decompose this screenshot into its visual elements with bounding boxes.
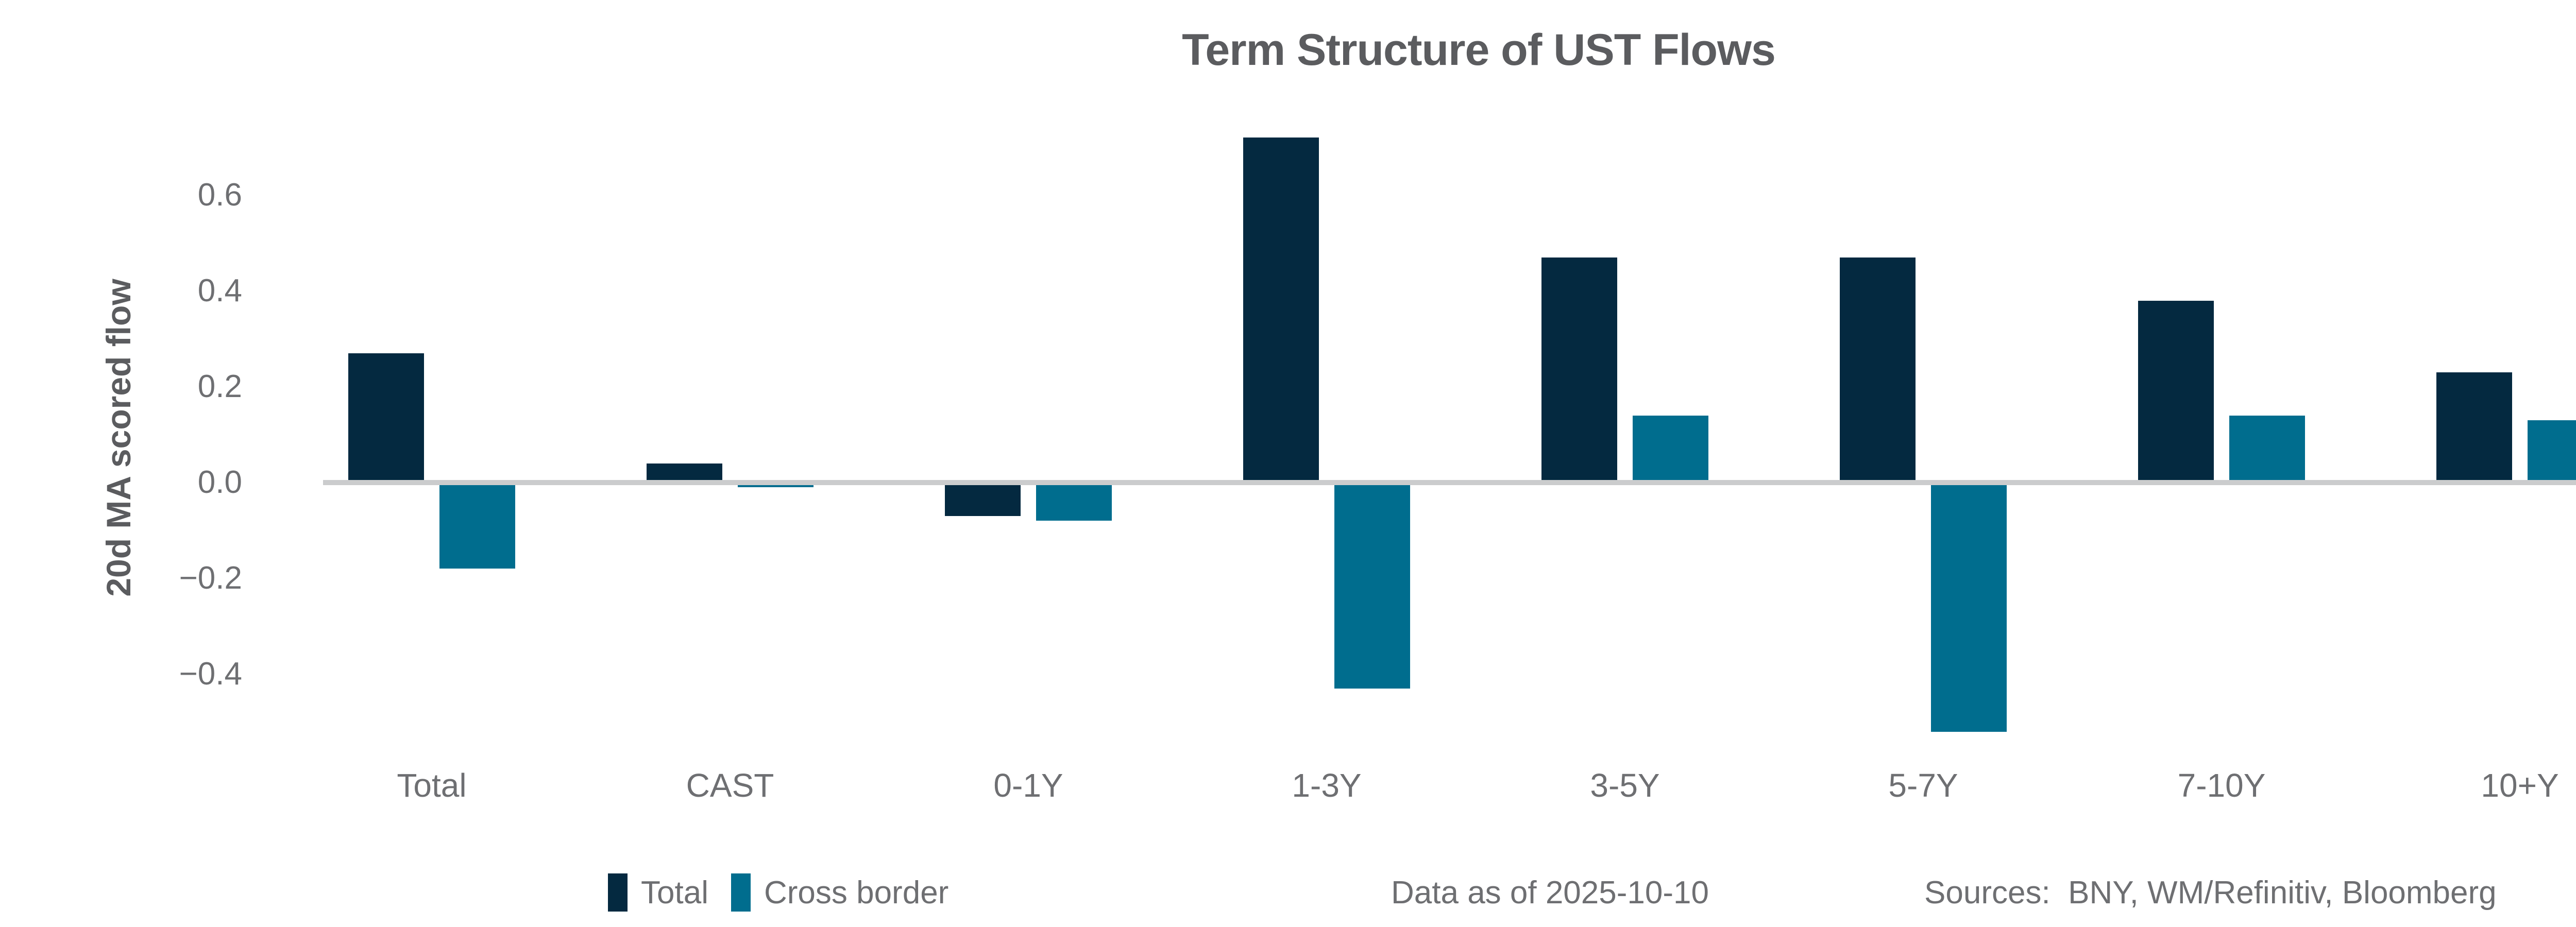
x-category-label: 0-1Y xyxy=(993,767,1063,804)
y-tick-label: 0.6 xyxy=(197,177,242,213)
x-category-label: 10+Y xyxy=(2481,767,2559,804)
data-as-of-note: Data as of 2025-10-10 xyxy=(1391,869,1709,916)
legend-item: Total xyxy=(608,873,708,912)
bar-cross-border xyxy=(1931,483,2007,732)
y-tick-label: 0.0 xyxy=(197,465,242,500)
bar-total xyxy=(2436,372,2512,483)
y-tick-label: 0.4 xyxy=(197,273,242,308)
bar-cross-border xyxy=(1334,483,1410,689)
bar-cross-border xyxy=(2528,420,2576,483)
x-category-label: 7-10Y xyxy=(2177,767,2266,804)
legend-label: Cross border xyxy=(764,874,949,911)
bar-total xyxy=(1243,138,1319,483)
data-as-of-text: Data as of 2025-10-10 xyxy=(1391,874,1709,911)
bar-total xyxy=(2138,300,2214,483)
bar-total xyxy=(1840,257,1916,483)
sources-text: Sources: BNY, WM/Refinitiv, Bloomberg xyxy=(1924,874,2497,911)
zero-gridline xyxy=(323,480,2576,485)
x-category-label: Total xyxy=(397,767,467,804)
legend-item: Cross border xyxy=(731,873,948,912)
legend-swatch xyxy=(731,873,751,912)
bar-cross-border xyxy=(439,483,515,569)
chart-title: Term Structure of UST Flows xyxy=(1182,25,1776,75)
bar-total xyxy=(647,463,722,483)
y-tick-label: −0.2 xyxy=(179,560,242,596)
bar-cross-border xyxy=(1036,483,1112,521)
x-category-label: 1-3Y xyxy=(1292,767,1362,804)
bar-cross-border xyxy=(2229,415,2305,483)
bar-cross-border xyxy=(1633,415,1708,483)
bar-total xyxy=(945,483,1021,517)
x-category-label: 5-7Y xyxy=(1888,767,1958,804)
sources-note: Sources: BNY, WM/Refinitiv, Bloomberg xyxy=(1924,869,2497,916)
x-category-label: CAST xyxy=(686,767,774,804)
y-tick-label: −0.4 xyxy=(179,656,242,692)
x-category-label: 3-5Y xyxy=(1590,767,1660,804)
legend-swatch xyxy=(608,873,628,912)
legend: Total Cross border xyxy=(608,869,948,916)
bar-total xyxy=(348,353,424,483)
legend-label: Total xyxy=(641,874,708,911)
plot-area xyxy=(323,118,2576,752)
bar-total xyxy=(1541,257,1617,483)
y-axis-title: 20d MA scored flow xyxy=(99,279,138,597)
y-tick-label: 0.2 xyxy=(197,369,242,404)
